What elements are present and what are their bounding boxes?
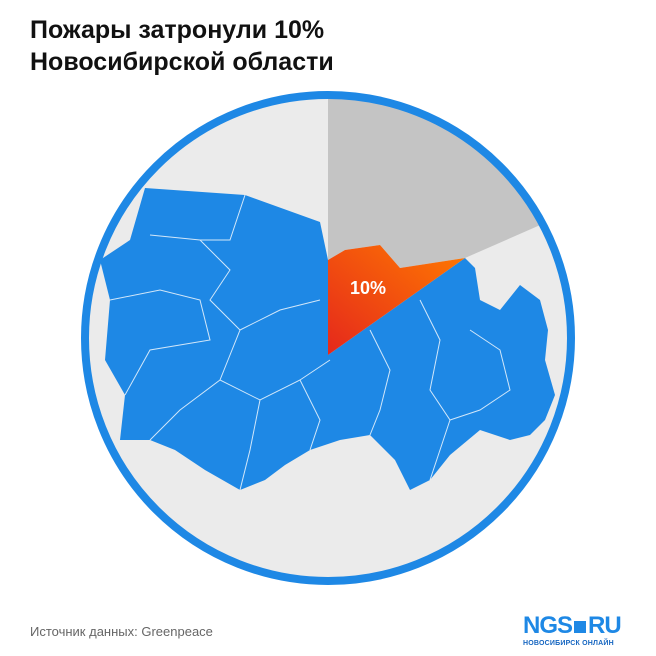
logo-text: RU bbox=[588, 612, 622, 639]
title-line: Новосибирской области bbox=[30, 48, 334, 76]
logo: NGS RU НОВОСИБИРСК ОНЛАЙН bbox=[523, 612, 622, 647]
source: Источник данных: Greenpeace bbox=[30, 624, 213, 639]
unaffected-area bbox=[328, 95, 571, 268]
fire-area bbox=[328, 245, 465, 355]
title: Пожары затронули 10% Новосибирской облас… bbox=[30, 14, 334, 78]
logo-main: NGS RU bbox=[523, 612, 622, 640]
fire-label: 10% bbox=[350, 278, 386, 298]
logo-square bbox=[574, 621, 587, 633]
district-borders bbox=[109, 194, 511, 491]
title-line: Пожары затронули 10% bbox=[30, 16, 325, 44]
map-ring bbox=[81, 91, 575, 585]
region bbox=[100, 188, 555, 490]
logo-text: NGS bbox=[523, 612, 573, 639]
logo-sub: НОВОСИБИРСК ОНЛАЙН bbox=[523, 640, 614, 647]
